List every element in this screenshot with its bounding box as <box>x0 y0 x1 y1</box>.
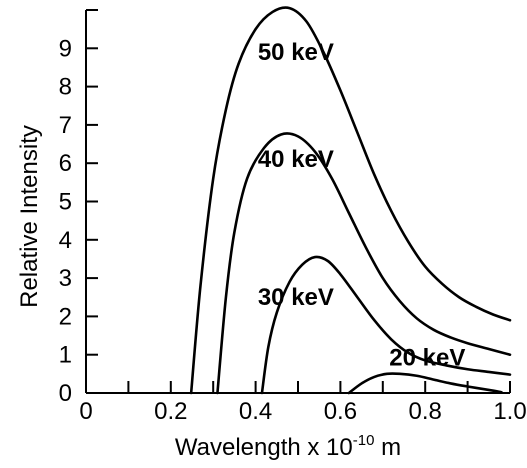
x-tick-label: 0 <box>79 398 92 425</box>
series-line-30-kev <box>260 255 512 395</box>
y-tick-label: 5 <box>59 189 72 216</box>
x-tick-label: 0.8 <box>409 398 442 425</box>
y-tick-label: 1 <box>59 342 72 369</box>
y-ticks: 0 1 2 3 4 5 6 7 8 9 <box>59 9 98 407</box>
y-tick-label: 4 <box>59 227 72 254</box>
curves <box>189 6 512 395</box>
curve-labels: 50 keV 40 keV 30 keV 20 keV <box>258 39 466 372</box>
series-label-50-kev: 50 keV <box>258 39 334 66</box>
y-tick-label: 6 <box>59 150 72 177</box>
y-tick-label: 8 <box>59 74 72 101</box>
x-axis-title-text: Wavelength x 10 <box>175 434 353 461</box>
x-axis-title-unit: m <box>374 434 401 461</box>
x-tick-label: 0.6 <box>324 398 357 425</box>
y-tick-label: 3 <box>59 265 72 292</box>
series-line-50-kev <box>189 6 512 395</box>
series-line-40-kev <box>216 132 512 395</box>
x-axis-title-exponent: -10 <box>353 432 375 449</box>
y-tick-label: 2 <box>59 303 72 330</box>
series-line-20-kev <box>347 372 503 395</box>
y-axis-title: Relative Intensity <box>16 125 43 308</box>
x-ticks: 0 0.2 0.4 0.6 0.8 1.0 <box>79 381 527 425</box>
series-label-20-kev: 20 keV <box>389 344 465 371</box>
x-tick-label: 0.4 <box>239 398 272 425</box>
series-label-30-kev: 30 keV <box>258 284 334 311</box>
x-tick-label: 1.0 <box>493 398 526 425</box>
y-tick-label: 7 <box>59 112 72 139</box>
y-tick-label: 0 <box>59 380 72 407</box>
y-tick-label: 9 <box>59 35 72 62</box>
x-tick-label: 0.2 <box>154 398 187 425</box>
x-axis-title: Wavelength x 10-10 m <box>175 432 401 461</box>
series-label-40-kev: 40 keV <box>258 146 334 173</box>
